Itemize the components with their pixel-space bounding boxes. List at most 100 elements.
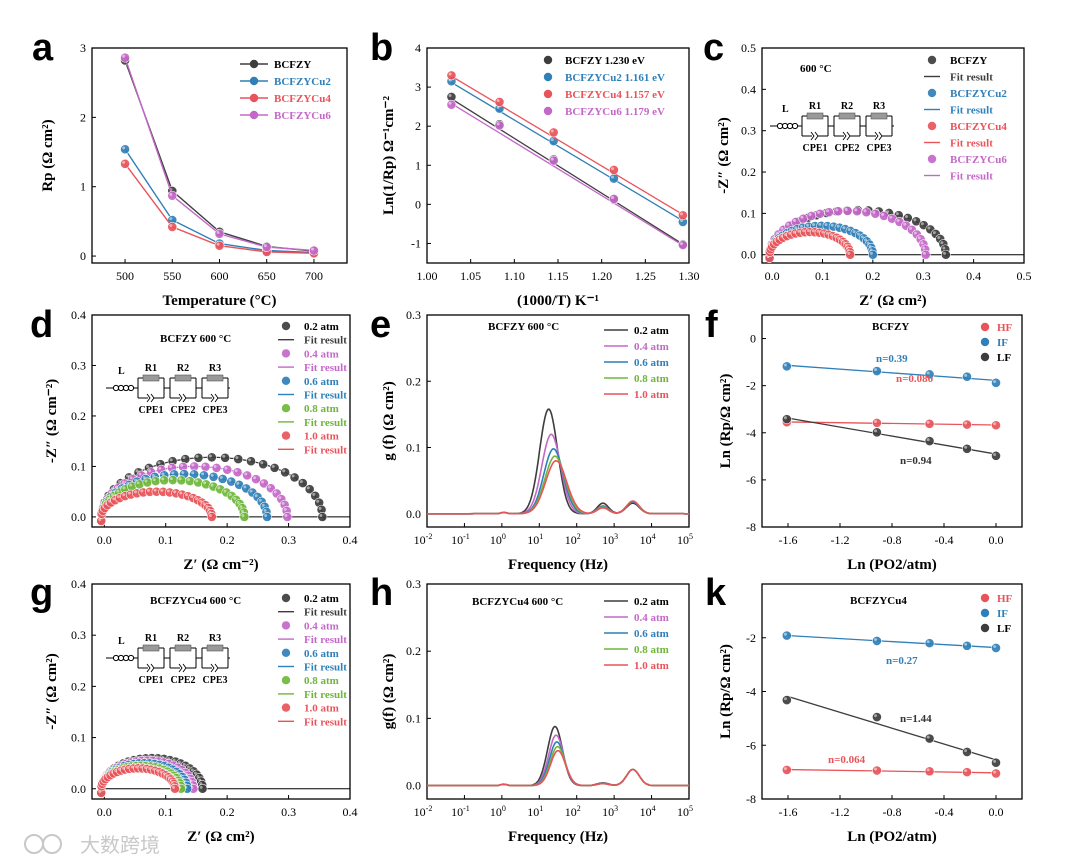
- marker-highlight: [182, 456, 185, 459]
- legend-marker: [981, 609, 989, 617]
- data-point: [991, 378, 1000, 387]
- marker-highlight: [122, 493, 125, 496]
- y-tick-label: 0.0: [406, 779, 421, 793]
- resistor-label: R2: [841, 101, 853, 112]
- legend-marker: [282, 404, 290, 412]
- marker-highlight: [112, 497, 115, 500]
- x-tick-exponent: 0: [502, 532, 506, 541]
- legend-entry: 0.6 atm: [304, 376, 339, 388]
- y-tick-label: 0.1: [741, 206, 756, 220]
- legend-entry: HF: [997, 322, 1013, 334]
- x-tick-exponent: -2: [426, 532, 433, 541]
- x-tick-label: 100: [490, 532, 506, 547]
- x-tick-label: 0.5: [1017, 269, 1032, 283]
- impedance-point: [815, 209, 824, 218]
- marker-highlight: [449, 102, 452, 105]
- y-tick-label: 0.0: [71, 510, 86, 524]
- resistor-label: R2: [177, 633, 189, 644]
- inductor-coil: [128, 655, 133, 660]
- y-tick-label: -8: [746, 792, 756, 806]
- x-tick-exponent: 4: [652, 804, 656, 813]
- marker-highlight: [942, 246, 945, 249]
- cpe-label: CPE1: [139, 675, 164, 686]
- condition-label: BCFZY: [872, 321, 909, 333]
- impedance-point: [212, 463, 221, 472]
- marker-highlight: [993, 380, 996, 383]
- impedance-point: [233, 468, 242, 477]
- marker-highlight: [927, 736, 930, 739]
- cpe-symbol: [875, 132, 882, 140]
- marker-highlight: [921, 241, 924, 244]
- marker-highlight: [808, 213, 811, 216]
- marker-highlight: [312, 493, 315, 496]
- legend-entry: BCFZYCu4: [274, 93, 331, 105]
- marker-highlight: [918, 236, 921, 239]
- inductor-label: L: [118, 636, 125, 647]
- legend-entry: IF: [997, 337, 1008, 349]
- impedance-point: [207, 453, 216, 462]
- impedance-point: [240, 512, 249, 521]
- impedance-point: [262, 512, 271, 521]
- data-point: [962, 444, 971, 453]
- data-point: [447, 100, 456, 109]
- marker-highlight: [220, 476, 223, 479]
- marker-highlight: [922, 247, 925, 250]
- panel-label-d: d: [30, 304, 53, 346]
- x-tick-label: 102: [565, 532, 581, 547]
- impedance-point: [290, 473, 299, 482]
- watermark-logo-icon: [25, 835, 43, 853]
- data-point: [609, 194, 618, 203]
- data-point: [872, 428, 881, 437]
- resistor: [839, 113, 855, 119]
- x-tick-label: -1.2: [831, 805, 850, 819]
- marker-highlight: [784, 363, 787, 366]
- x-tick-label: -1.2: [831, 533, 850, 547]
- condition-label: BCFZY 600 °C: [160, 333, 231, 345]
- y-tick-label: 3: [415, 80, 421, 94]
- legend-entry: 0.4 atm: [304, 348, 339, 360]
- marker-highlight: [264, 244, 267, 247]
- legend-entry: Fit result: [304, 335, 347, 347]
- impedance-point: [223, 465, 232, 474]
- drt-curve: [427, 461, 689, 514]
- legend-entry: BCFZY 1.230 eV: [565, 55, 645, 67]
- marker-highlight: [611, 196, 614, 199]
- x-tick-exponent: 4: [652, 532, 656, 541]
- marker-highlight: [872, 211, 875, 214]
- y-tick-label: 0.0: [741, 248, 756, 262]
- legend-entry: 0.2 atm: [304, 593, 339, 605]
- x-tick-label: 1.05: [460, 269, 481, 283]
- y-tick-label: 2: [415, 119, 421, 133]
- y-tick-label: -2: [746, 379, 756, 393]
- legend-entry: 0.2 atm: [634, 325, 669, 337]
- y-tick-label: 0.1: [406, 441, 421, 455]
- chart-g: 0.0 0.1 0.2 0.3 0.40.00.10.20.30.4Z′ (Ω cm²)…: [44, 577, 358, 845]
- marker-highlight: [128, 492, 131, 495]
- inductor-label: L: [782, 104, 789, 115]
- marker-highlight: [278, 496, 281, 499]
- marker-highlight: [835, 208, 838, 211]
- y-tick-label: 3: [80, 41, 86, 55]
- drt-curve: [427, 747, 689, 786]
- impedance-point: [834, 207, 843, 216]
- y-tick-label: -6: [746, 738, 756, 752]
- marker-highlight: [147, 489, 150, 492]
- y-axis-label: Ln (Rp/Ω cm²): [718, 644, 734, 739]
- marker-highlight: [854, 208, 857, 211]
- legend-marker: [544, 56, 552, 64]
- x-tick-label: -0.8: [883, 533, 902, 547]
- marker-highlight: [224, 467, 227, 470]
- x-tick-label: 10-2: [414, 804, 433, 819]
- slope-annotation: n=0.080: [896, 373, 934, 385]
- legend-marker: [282, 676, 290, 684]
- figure-canvas: 500 550 600 650 7000123Temperature (°C)Rp (Ω…: [0, 0, 1080, 861]
- marker-highlight: [262, 504, 265, 507]
- marker-highlight: [179, 492, 182, 495]
- panel-label-c: c: [703, 27, 724, 69]
- x-tick-label: 102: [565, 804, 581, 819]
- marker-highlight: [187, 765, 190, 768]
- marker-highlight: [964, 374, 967, 377]
- marker-highlight: [211, 484, 214, 487]
- data-point: [782, 696, 791, 705]
- y-tick-label: 2: [80, 110, 86, 124]
